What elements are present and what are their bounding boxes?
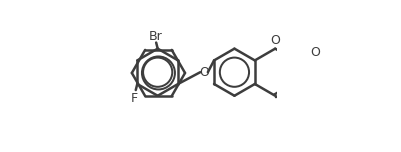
Text: O: O xyxy=(310,46,320,59)
Text: Br: Br xyxy=(148,29,162,43)
Text: F: F xyxy=(130,92,138,105)
Text: O: O xyxy=(269,34,279,47)
Text: O: O xyxy=(198,66,209,79)
